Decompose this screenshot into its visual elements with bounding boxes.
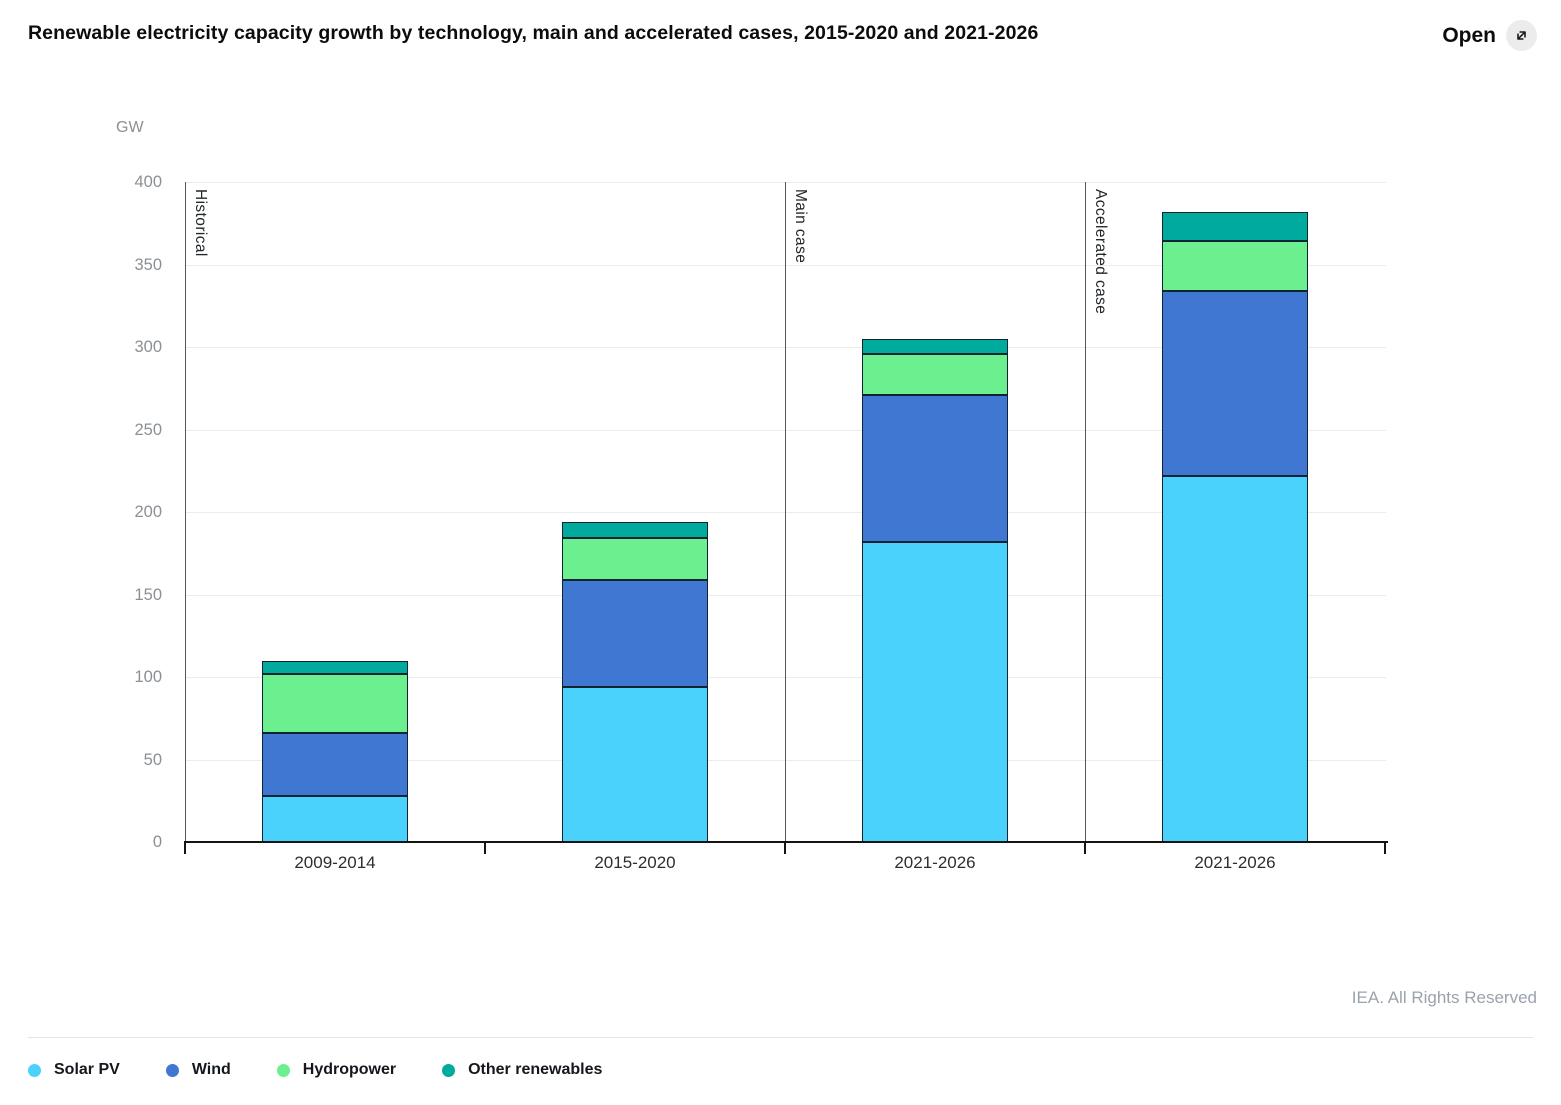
- x-axis-tick: [484, 842, 486, 854]
- legend-item-hydropower[interactable]: Hydropower: [276, 1061, 397, 1079]
- bar-segment-wind[interactable]: [262, 733, 408, 796]
- expand-icon: [1506, 20, 1537, 51]
- legend-label: Wind: [191, 1061, 231, 1078]
- bar-segment-solar-pv[interactable]: [262, 795, 408, 842]
- y-tick-label: 0: [152, 833, 162, 851]
- bar-segment-wind[interactable]: [862, 394, 1008, 542]
- x-axis-tick: [1384, 842, 1386, 854]
- legend-swatch-solar-pv: [28, 1063, 41, 1077]
- x-axis-tick: [184, 842, 186, 854]
- copyright-credit: IEA. All Rights Reserved: [1351, 988, 1537, 1007]
- y-tick-label: 300: [134, 338, 162, 356]
- legend-item-solar-pv[interactable]: Solar PV: [28, 1061, 120, 1079]
- page-title: Renewable electricity capacity growth by…: [28, 22, 1039, 44]
- bar-segment-hydropower[interactable]: [1162, 241, 1308, 291]
- open-button[interactable]: Open: [1442, 20, 1537, 51]
- legend-swatch-other-renewables: [442, 1063, 456, 1077]
- case-divider: [1085, 182, 1086, 843]
- x-axis-tick: [1084, 842, 1086, 854]
- x-tick-label: 2009-2014: [294, 853, 376, 872]
- legend-separator: [28, 1037, 1533, 1038]
- y-tick-label: 400: [134, 173, 162, 191]
- bar-segment-solar-pv[interactable]: [862, 541, 1008, 842]
- bar-segment-other-renewables[interactable]: [562, 521, 708, 539]
- case-label: Historical: [192, 189, 209, 257]
- x-axis-tick: [784, 842, 786, 854]
- bar-segment-solar-pv[interactable]: [1162, 475, 1308, 842]
- y-tick-label: 200: [134, 503, 162, 521]
- bar-segment-wind[interactable]: [1162, 290, 1308, 476]
- legend-swatch-wind: [165, 1063, 179, 1077]
- case-label: Main case: [792, 189, 809, 264]
- legend-item-wind[interactable]: Wind: [165, 1061, 231, 1079]
- legend-label: Other renewables: [468, 1061, 603, 1078]
- y-tick-label: 150: [134, 585, 162, 604]
- bar-segment-hydropower[interactable]: [862, 353, 1008, 395]
- chart-legend: Solar PV Wind Hydropower Other renewables: [28, 1061, 602, 1079]
- bar-segment-solar-pv[interactable]: [562, 686, 708, 842]
- bar-segment-other-renewables[interactable]: [1162, 211, 1308, 242]
- x-tick-label: 2015-2020: [594, 853, 676, 872]
- y-tick-label: 350: [134, 255, 162, 274]
- case-label: Accelerated case: [1092, 189, 1109, 315]
- y-axis-unit-label: GW: [116, 119, 144, 136]
- x-tick-label: 2021-2026: [894, 853, 976, 872]
- legend-label: Solar PV: [54, 1061, 120, 1078]
- x-tick-label: 2021-2026: [1194, 853, 1276, 872]
- bar-segment-other-renewables[interactable]: [262, 660, 408, 674]
- y-tick-label: 250: [134, 420, 162, 439]
- legend-swatch-hydropower: [276, 1063, 290, 1077]
- case-divider: [185, 182, 186, 843]
- open-button-label: Open: [1442, 23, 1496, 47]
- legend-label: Hydropower: [302, 1061, 397, 1078]
- bar-segment-hydropower[interactable]: [562, 538, 708, 580]
- x-axis-line: [184, 841, 1388, 843]
- bar-segment-other-renewables[interactable]: [862, 338, 1008, 354]
- bar-segment-wind[interactable]: [562, 579, 708, 687]
- bar-segment-hydropower[interactable]: [262, 673, 408, 734]
- y-tick-label: 100: [134, 668, 162, 686]
- case-divider: [785, 182, 786, 843]
- y-tick-label: 50: [143, 750, 162, 769]
- legend-item-other-renewables[interactable]: Other renewables: [442, 1061, 602, 1079]
